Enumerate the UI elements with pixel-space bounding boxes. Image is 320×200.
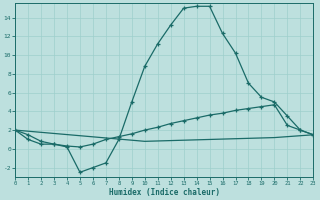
X-axis label: Humidex (Indice chaleur): Humidex (Indice chaleur) [109, 188, 220, 197]
